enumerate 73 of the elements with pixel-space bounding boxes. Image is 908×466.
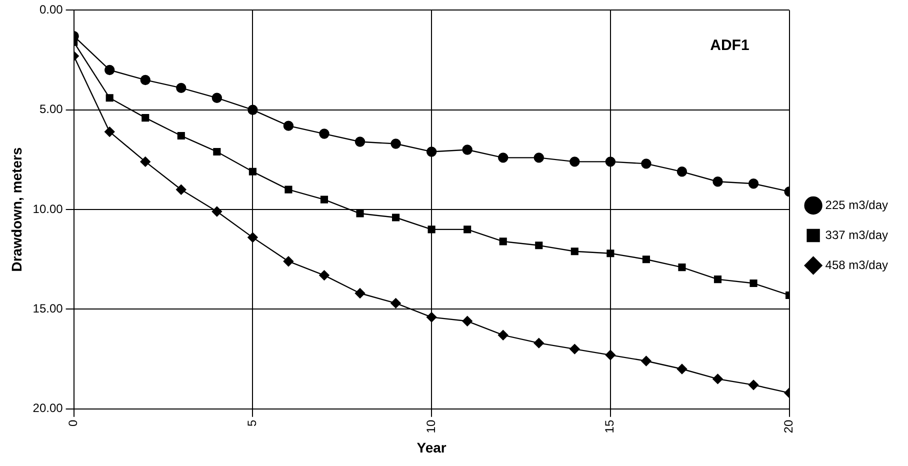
point <box>213 148 221 156</box>
point <box>248 232 258 243</box>
point <box>176 184 186 195</box>
point <box>392 214 400 222</box>
point <box>104 64 115 76</box>
point <box>606 250 614 258</box>
point <box>498 152 508 163</box>
point <box>177 132 185 140</box>
point <box>605 350 616 360</box>
point <box>462 316 472 326</box>
point <box>283 256 294 266</box>
point <box>319 128 330 139</box>
point <box>499 238 507 246</box>
point <box>712 176 723 187</box>
point <box>678 264 686 272</box>
point <box>356 210 364 218</box>
point <box>320 196 328 204</box>
point <box>140 74 150 86</box>
point <box>142 114 150 122</box>
point <box>212 206 222 217</box>
point <box>283 120 294 131</box>
point <box>104 126 115 137</box>
point <box>426 146 437 157</box>
point <box>428 226 436 234</box>
x-tick-label: 5 <box>245 420 260 427</box>
point <box>750 279 758 288</box>
y-tick-label: 10.00 <box>32 202 64 216</box>
point <box>212 92 222 104</box>
point <box>390 138 401 149</box>
point <box>284 186 292 194</box>
legend-label: 458 m3/day <box>825 258 888 272</box>
point <box>570 344 580 354</box>
point <box>319 270 330 280</box>
x-tick-label: 20 <box>782 420 796 434</box>
point <box>464 226 472 234</box>
point <box>641 158 652 169</box>
point <box>140 156 150 167</box>
point <box>570 156 580 167</box>
legend-label: 225 m3/day <box>825 198 888 212</box>
point <box>498 330 508 340</box>
point <box>390 298 401 308</box>
y-tick-label: 15.00 <box>32 302 64 316</box>
point <box>676 166 688 177</box>
y-tick-label: 5.00 <box>39 102 64 116</box>
point <box>426 312 437 322</box>
point <box>106 94 114 102</box>
point <box>714 276 722 284</box>
point <box>605 156 616 167</box>
x-tick-label: 10 <box>424 420 438 434</box>
x-axis-title: Year <box>416 439 447 456</box>
point <box>535 242 543 250</box>
x-tick-label: 0 <box>66 420 80 427</box>
legend-label: 337 m3/day <box>825 228 888 242</box>
point <box>641 356 652 366</box>
y-axis-title: Drawdown, meters <box>8 147 24 272</box>
y-tick-label: 0.00 <box>39 2 64 17</box>
point <box>462 144 472 155</box>
point <box>642 256 650 264</box>
point <box>248 168 256 176</box>
x-tick-label: 15 <box>602 420 617 434</box>
point <box>748 178 759 189</box>
point <box>570 248 578 256</box>
point <box>534 338 544 348</box>
point <box>354 288 366 298</box>
annotation: ADF1 <box>710 36 750 54</box>
point <box>248 104 258 115</box>
point <box>176 82 186 94</box>
point <box>748 380 759 390</box>
point <box>712 374 723 384</box>
y-tick-label: 20.00 <box>32 401 64 416</box>
point <box>534 152 544 163</box>
point <box>676 364 688 374</box>
point <box>354 136 366 147</box>
